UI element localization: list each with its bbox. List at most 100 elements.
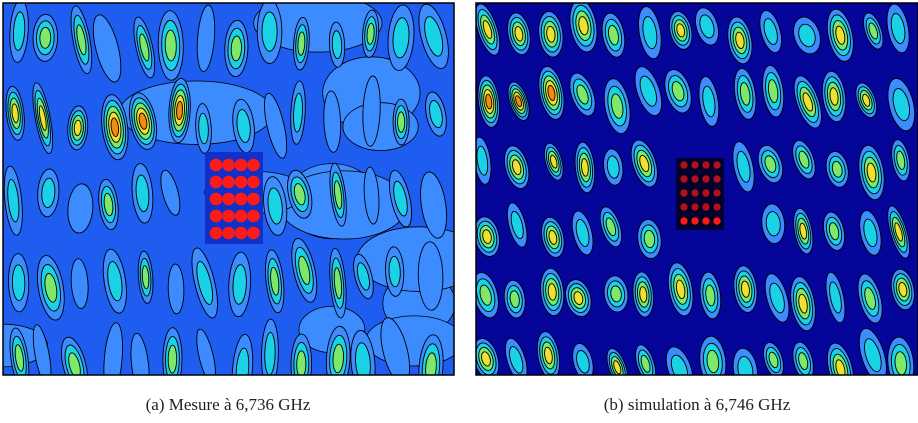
panel-b-frame <box>475 2 918 376</box>
scatterer <box>701 160 711 170</box>
contour-blob <box>366 22 375 45</box>
contour-blob <box>196 260 214 305</box>
contour-blob <box>44 273 58 303</box>
contour-blob <box>862 93 871 107</box>
scatterer <box>690 188 700 198</box>
contour-blob <box>864 287 876 310</box>
contour-blob <box>866 162 877 183</box>
scatterer <box>712 174 722 184</box>
contour-blob <box>868 22 879 40</box>
scatterer <box>701 188 711 198</box>
contour-blob <box>798 352 809 371</box>
contour-blob <box>799 222 808 240</box>
contour-blob <box>578 16 589 36</box>
contour-blob <box>835 359 846 375</box>
contour-blob <box>392 17 410 59</box>
contour-blob <box>798 150 810 169</box>
scatterer <box>712 216 722 226</box>
contour-blob <box>676 23 686 38</box>
contour-blob <box>740 280 750 298</box>
contour-blob <box>511 159 522 176</box>
contour-blob <box>898 282 908 298</box>
scatterer <box>234 226 248 240</box>
contour-blob <box>643 229 656 249</box>
scatterer <box>679 174 689 184</box>
contour-blob <box>429 100 443 129</box>
contour-blob <box>639 286 648 303</box>
contour-blob <box>14 344 25 372</box>
scatterer <box>247 175 260 189</box>
scatterer <box>712 202 722 212</box>
contour-blob <box>581 158 589 177</box>
contour-blob <box>890 13 906 44</box>
contour-blob <box>613 360 622 375</box>
caption-b: (b) simulation à 6,746 GHz <box>604 395 791 414</box>
scatterer <box>209 209 223 223</box>
contour-blob <box>482 229 492 244</box>
contour-blob <box>798 23 816 48</box>
contour-blob <box>362 75 381 147</box>
contour-blob <box>547 283 557 301</box>
scatterer <box>209 192 223 206</box>
contour-blob <box>515 95 523 108</box>
contour-blob <box>767 79 779 104</box>
contour-blob <box>7 178 20 223</box>
contour-blob <box>576 84 589 105</box>
contour-blob <box>331 30 343 60</box>
contour-blob <box>160 169 181 216</box>
contour-blob <box>509 346 524 374</box>
scatterer <box>222 175 235 189</box>
contour-blob <box>640 354 651 373</box>
contour-blob <box>355 342 371 375</box>
contour-blob <box>107 261 123 302</box>
contour-blob <box>164 29 177 62</box>
contour-blob <box>702 85 716 118</box>
contour-blob <box>829 281 842 314</box>
contour-blob <box>768 351 779 369</box>
contour-blob <box>576 350 590 374</box>
contour-blob <box>737 356 754 375</box>
contour-blob <box>267 187 283 225</box>
scatterer <box>247 192 260 206</box>
contour-blob <box>739 82 751 106</box>
contour-blob <box>736 150 751 183</box>
contour-blob <box>167 344 178 374</box>
scatterer <box>247 226 260 240</box>
contour-blob <box>764 155 777 173</box>
contour-blob <box>546 25 556 43</box>
contour-blob <box>397 111 406 133</box>
contour-blob <box>11 264 26 302</box>
contour-blob <box>363 166 380 225</box>
contour-blob <box>671 81 685 102</box>
contour-blob <box>544 346 553 365</box>
contour-blob <box>135 174 150 213</box>
contour-blob <box>73 119 82 136</box>
contour-blob <box>835 25 846 45</box>
scatterer <box>222 158 235 172</box>
contour-blob <box>235 347 250 375</box>
contour-blob <box>606 155 620 179</box>
contour-blob <box>103 192 114 217</box>
scatterer <box>690 160 700 170</box>
contour-blob <box>198 112 209 145</box>
contour-blob <box>11 103 19 124</box>
contour-blob <box>236 109 251 143</box>
contour-blob <box>892 88 910 122</box>
contour-blob <box>642 16 658 50</box>
contour-blob <box>575 218 590 247</box>
contour-blob <box>705 284 716 307</box>
contour-blob <box>479 284 492 306</box>
contour-blob <box>232 264 247 305</box>
scatterer <box>690 202 700 212</box>
contour-blob <box>639 75 657 107</box>
contour-blob <box>763 18 778 46</box>
contour-blob <box>706 349 720 374</box>
contour-blob <box>894 222 903 242</box>
contour-blob <box>829 87 839 106</box>
contour-blob <box>270 266 280 296</box>
scatterer <box>690 174 700 184</box>
scatterer <box>234 158 248 172</box>
contour-blob <box>509 290 520 308</box>
